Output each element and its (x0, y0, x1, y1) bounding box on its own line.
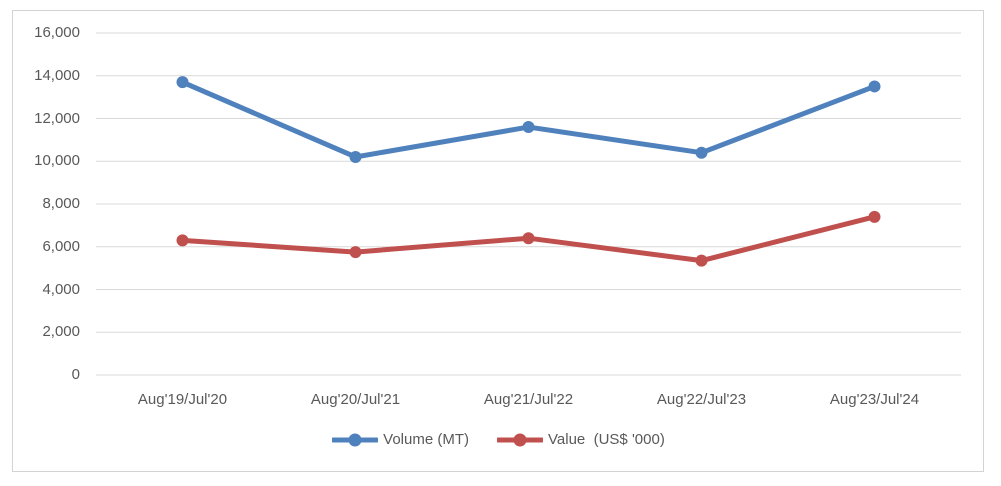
data-point-marker (522, 232, 535, 245)
legend: Volume (MT) Value (US$ '000) (13, 431, 984, 448)
legend-line-marker-icon (497, 433, 544, 446)
x-axis-label: Aug'22/Jul'23 (656, 391, 747, 408)
data-point-marker (176, 234, 189, 247)
y-axis-tick-label: 4,000 (42, 280, 80, 298)
y-axis-tick-label: 16,000 (34, 24, 80, 41)
data-point-marker (176, 76, 189, 89)
y-axis-tick-label: 10,000 (34, 152, 80, 170)
data-point-marker (522, 121, 535, 134)
y-axis-tick-label: 0 (71, 366, 80, 383)
data-point-marker (349, 246, 362, 259)
data-point-marker (349, 150, 362, 163)
x-axis-label: Aug'21/Jul'22 (483, 391, 574, 408)
y-axis-tick-label: 14,000 (34, 66, 80, 84)
y-axis-tick-label: 8,000 (42, 195, 80, 212)
legend-label-volume: Volume (MT) (383, 431, 470, 448)
x-axis-label: Aug'20/Jul'21 (310, 391, 401, 408)
legend-item-value: Value (US$ '000) (497, 431, 665, 448)
legend-line-marker-icon (332, 433, 379, 446)
data-point-marker (868, 80, 881, 93)
x-axis-label: Aug'19/Jul'20 (137, 391, 228, 408)
legend-item-volume: Volume (MT) (332, 431, 469, 448)
series-line-0 (180, 79, 877, 160)
data-point-marker (695, 146, 708, 159)
data-point-marker (868, 210, 881, 223)
data-point-marker (695, 254, 708, 267)
y-axis-tick-label: 6,000 (42, 237, 80, 255)
y-axis-tick-label: 2,000 (42, 323, 80, 341)
legend-label-value: Value (US$ '000) (548, 431, 665, 448)
y-axis-tick-label: 12,000 (34, 109, 80, 127)
x-axis-label: Aug'23/Jul'24 (829, 391, 920, 408)
